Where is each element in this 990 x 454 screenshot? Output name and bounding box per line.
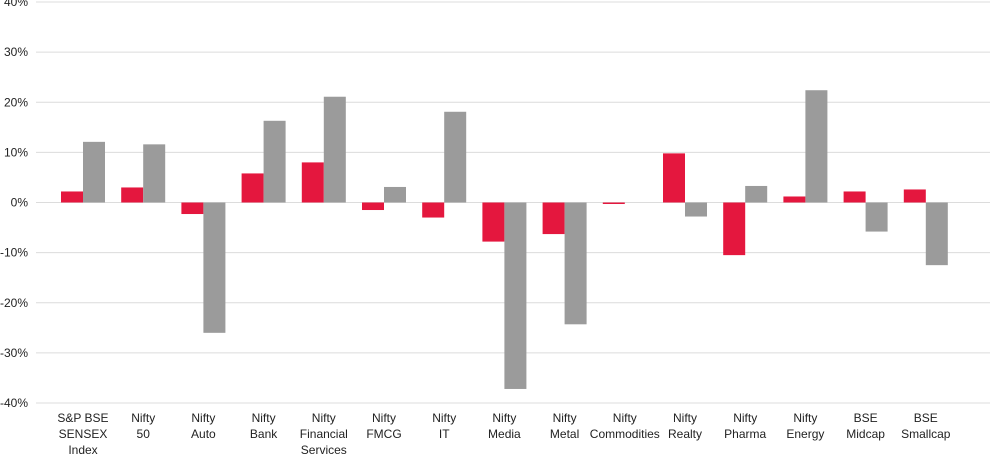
x-tick-label-line: BSE bbox=[854, 411, 878, 425]
x-tick-label-line: Index bbox=[68, 443, 97, 454]
x-tick-label: Nifty Energy bbox=[786, 411, 824, 441]
bar-series-2 bbox=[83, 141, 105, 203]
x-tick-label: Nifty FMCG bbox=[366, 411, 401, 441]
bar-series-2 bbox=[323, 96, 346, 203]
y-tick-label: 0% bbox=[11, 196, 29, 210]
bar-series-1 bbox=[542, 202, 565, 235]
bar-series-2 bbox=[805, 90, 828, 203]
bar-series-2 bbox=[504, 202, 527, 389]
bar-series-1 bbox=[783, 196, 806, 203]
bar-series-1 bbox=[61, 191, 83, 203]
bar-series-1 bbox=[362, 202, 384, 211]
bar-series-2 bbox=[143, 144, 166, 203]
bar-series-2 bbox=[685, 202, 707, 217]
bar-series-2 bbox=[865, 202, 888, 232]
x-tick-label-line: Nifty bbox=[191, 411, 215, 425]
x-tick-label: Nifty Realty bbox=[668, 411, 702, 441]
x-tick-label-line: IT bbox=[439, 427, 450, 441]
y-tick-label: 40% bbox=[4, 0, 28, 9]
y-axis: 40% 30% 20% 10% 0% -10% -20% -30% -40% bbox=[0, 0, 28, 410]
x-tick-label-line: Nifty bbox=[613, 411, 637, 425]
x-tick-label-line: Bank bbox=[250, 427, 278, 441]
x-tick-label-line: Nifty bbox=[673, 411, 697, 425]
x-tick-label-line: Auto bbox=[191, 427, 216, 441]
x-tick-label-line: Commodities bbox=[590, 427, 660, 441]
x-tick-label: Nifty Media bbox=[488, 411, 521, 441]
x-tick-label-line: 50 bbox=[137, 427, 151, 441]
x-tick-label-line: Energy bbox=[786, 427, 824, 441]
bar-series-1 bbox=[121, 187, 144, 203]
x-tick-label-line: Nifty bbox=[492, 411, 516, 425]
x-tick-label: Nifty Auto bbox=[191, 411, 216, 441]
x-tick-label: Nifty Financial Services bbox=[300, 411, 348, 454]
bar-series-1 bbox=[482, 202, 505, 242]
bar-series-1 bbox=[903, 189, 926, 203]
x-tick-label: Nifty Bank bbox=[250, 411, 278, 441]
x-tick-label-line: Nifty bbox=[312, 411, 336, 425]
y-tick-label: -20% bbox=[0, 296, 28, 310]
x-tick-label-line: SENSEX bbox=[59, 427, 108, 441]
x-tick-label: S&P BSE SENSEX Index bbox=[57, 411, 108, 454]
bars bbox=[61, 90, 948, 389]
x-tick-label-line: BSE bbox=[914, 411, 938, 425]
bar-series-2 bbox=[564, 202, 587, 325]
x-tick-label-line: Realty bbox=[668, 427, 702, 441]
y-tick-label: 30% bbox=[4, 45, 28, 59]
bar-series-1 bbox=[723, 202, 746, 256]
x-tick-label-line: Nifty bbox=[432, 411, 456, 425]
x-tick-label-line: Nifty bbox=[131, 411, 155, 425]
x-tick-label-line: Nifty bbox=[252, 411, 276, 425]
bar-series-1 bbox=[843, 191, 866, 203]
bar-series-2 bbox=[444, 111, 467, 203]
y-tick-label: 10% bbox=[4, 145, 28, 159]
x-tick-label-line: Nifty bbox=[733, 411, 757, 425]
bar-series-1 bbox=[602, 202, 625, 205]
x-tick-label-line: Nifty bbox=[372, 411, 396, 425]
x-tick-label-line: Smallcap bbox=[901, 427, 951, 441]
x-tick-label: Nifty Metal bbox=[550, 411, 579, 441]
y-tick-label: 20% bbox=[4, 95, 28, 109]
bar-series-2 bbox=[925, 202, 948, 266]
bar-series-1 bbox=[241, 173, 264, 203]
x-tick-label-line: Nifty bbox=[793, 411, 817, 425]
x-tick-label-line: Metal bbox=[550, 427, 579, 441]
x-tick-label-line: Media bbox=[488, 427, 521, 441]
y-tick-label: -10% bbox=[0, 246, 28, 260]
x-tick-label-line: Services bbox=[301, 443, 347, 454]
x-tick-label-line: FMCG bbox=[366, 427, 401, 441]
bar-series-2 bbox=[384, 186, 406, 203]
bar-series-2 bbox=[203, 202, 226, 333]
y-tick-label: -40% bbox=[0, 396, 28, 410]
x-tick-label: BSE Midcap bbox=[846, 411, 885, 441]
x-tick-label-line: Midcap bbox=[846, 427, 885, 441]
x-tick-label: Nifty Commodities bbox=[590, 411, 660, 441]
x-tick-label: Nifty IT bbox=[432, 411, 456, 441]
bar-series-1 bbox=[181, 202, 204, 215]
x-tick-label: BSE Smallcap bbox=[901, 411, 951, 441]
x-tick-label-line: Pharma bbox=[724, 427, 766, 441]
x-tick-label-line: Financial bbox=[300, 427, 348, 441]
bar-series-1 bbox=[663, 153, 685, 203]
y-tick-label: -30% bbox=[0, 346, 28, 360]
x-tick-label: Nifty Pharma bbox=[724, 411, 766, 441]
x-tick-label: Nifty 50 bbox=[131, 411, 155, 441]
bar-series-1 bbox=[301, 162, 324, 203]
x-tick-label-line: S&P BSE bbox=[57, 411, 108, 425]
bar-series-2 bbox=[745, 185, 768, 203]
bar-series-2 bbox=[263, 120, 286, 203]
x-tick-label-line: Nifty bbox=[553, 411, 577, 425]
bar-series-1 bbox=[422, 202, 445, 218]
x-axis: S&P BSE SENSEX Index Nifty 50 Nifty Auto Nifty B… bbox=[57, 411, 950, 454]
